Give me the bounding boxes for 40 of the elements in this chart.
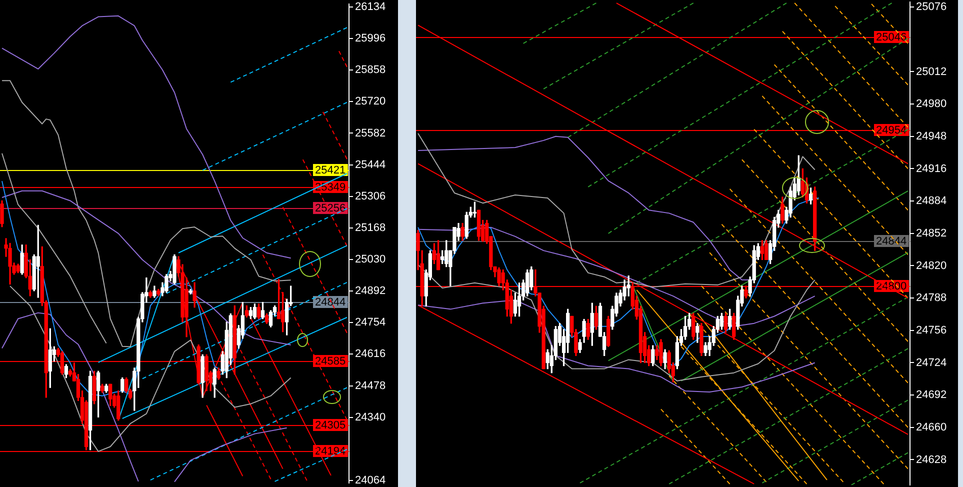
ref-line-label: 24844 (876, 236, 907, 248)
y-tick-label: 24478 (355, 380, 386, 392)
y-tick-label: 24820 (916, 260, 947, 272)
y-tick-label: 24892 (355, 285, 386, 298)
ref-line-label: 25256 (315, 202, 346, 215)
y-tick-label: 25720 (355, 96, 386, 108)
ref-line-label: 24305 (315, 420, 346, 432)
ref-line-label: 24800 (876, 280, 907, 293)
y-tick-label: 24754 (355, 316, 386, 329)
y-tick-label: 24628 (916, 454, 947, 466)
y-tick-label: 25444 (355, 158, 386, 171)
y-tick-label: 26134 (355, 1, 386, 14)
y-tick-label: 24852 (916, 227, 947, 240)
y-tick-label: 24340 (355, 411, 386, 424)
y-tick-label: 24948 (916, 130, 947, 142)
y-tick-label: 24692 (916, 389, 947, 402)
y-tick-label: 25168 (355, 222, 386, 234)
y-tick-label: 24980 (916, 98, 947, 110)
y-tick-label: 25306 (355, 190, 386, 202)
y-tick-label: 24064 (355, 474, 386, 487)
ref-line-label: 24585 (315, 356, 346, 368)
ref-line-label: 25349 (315, 182, 346, 194)
ref-line-label: 24954 (876, 124, 907, 137)
y-tick-label: 25030 (355, 254, 386, 266)
ref-line-label: 25421 (315, 164, 346, 177)
y-tick-label: 24884 (916, 195, 947, 208)
y-tick-label: 24788 (916, 292, 947, 304)
y-tick-label: 24724 (916, 356, 947, 369)
ref-line-label: 24844 (315, 296, 346, 309)
ref-line-label: 25046 (876, 32, 907, 44)
y-tick-label: 25858 (355, 64, 386, 76)
y-tick-label: 25012 (916, 66, 947, 78)
y-tick-label: 24756 (916, 324, 947, 336)
y-tick-label: 24916 (916, 162, 947, 175)
y-tick-label: 24616 (355, 348, 386, 360)
y-tick-label: 25076 (916, 1, 947, 14)
y-tick-label: 24660 (916, 421, 947, 434)
y-tick-label: 25996 (355, 32, 386, 45)
y-tick-label: 25582 (355, 127, 386, 140)
ref-line-label: 24194 (315, 446, 346, 458)
